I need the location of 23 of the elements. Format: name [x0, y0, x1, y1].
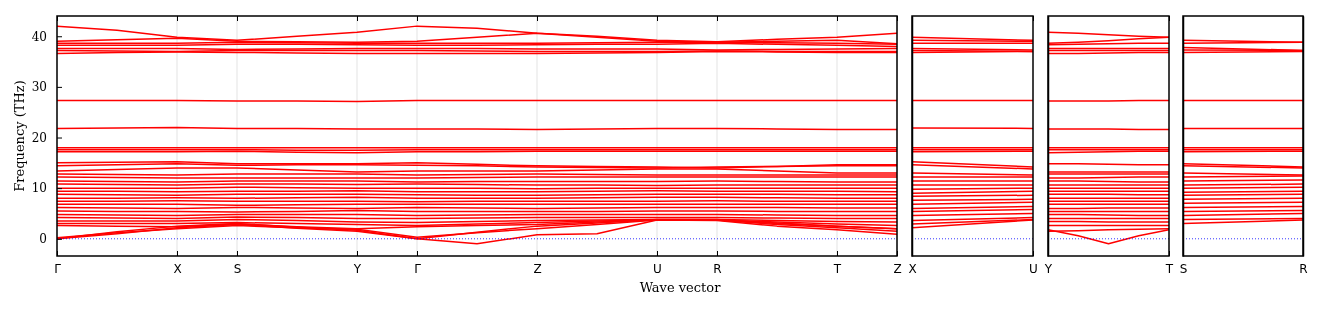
y-tick-label: 10: [31, 181, 47, 196]
x-tick-label: X: [173, 261, 182, 276]
y-axis-title: Frequency (THz): [12, 80, 27, 192]
y-tick-label: 30: [31, 80, 47, 95]
y-tick-label: 40: [31, 29, 47, 44]
x-tick-label: T: [832, 261, 842, 276]
x-tick-label: Y: [1043, 261, 1053, 276]
x-tick-label: Y: [352, 261, 362, 276]
y-tick-label: 20: [31, 130, 47, 145]
x-tick-label: X: [908, 261, 917, 276]
x-tick-label: U: [1029, 261, 1038, 276]
x-tick-label: Z: [533, 261, 542, 276]
x-axis-title: Wave vector: [639, 280, 722, 295]
x-tick-label: S: [1179, 261, 1188, 276]
x-tick-label: Z: [893, 261, 902, 276]
x-tick-label: S: [233, 261, 242, 276]
x-tick-label: U: [653, 261, 662, 276]
y-tick-label: 0: [39, 232, 47, 247]
x-tick-label: R: [713, 261, 722, 276]
x-tick-label: R: [1299, 261, 1308, 276]
x-tick-label: Γ: [414, 261, 422, 276]
x-tick-label: Γ: [54, 261, 62, 276]
x-tick-label: T: [1164, 261, 1174, 276]
